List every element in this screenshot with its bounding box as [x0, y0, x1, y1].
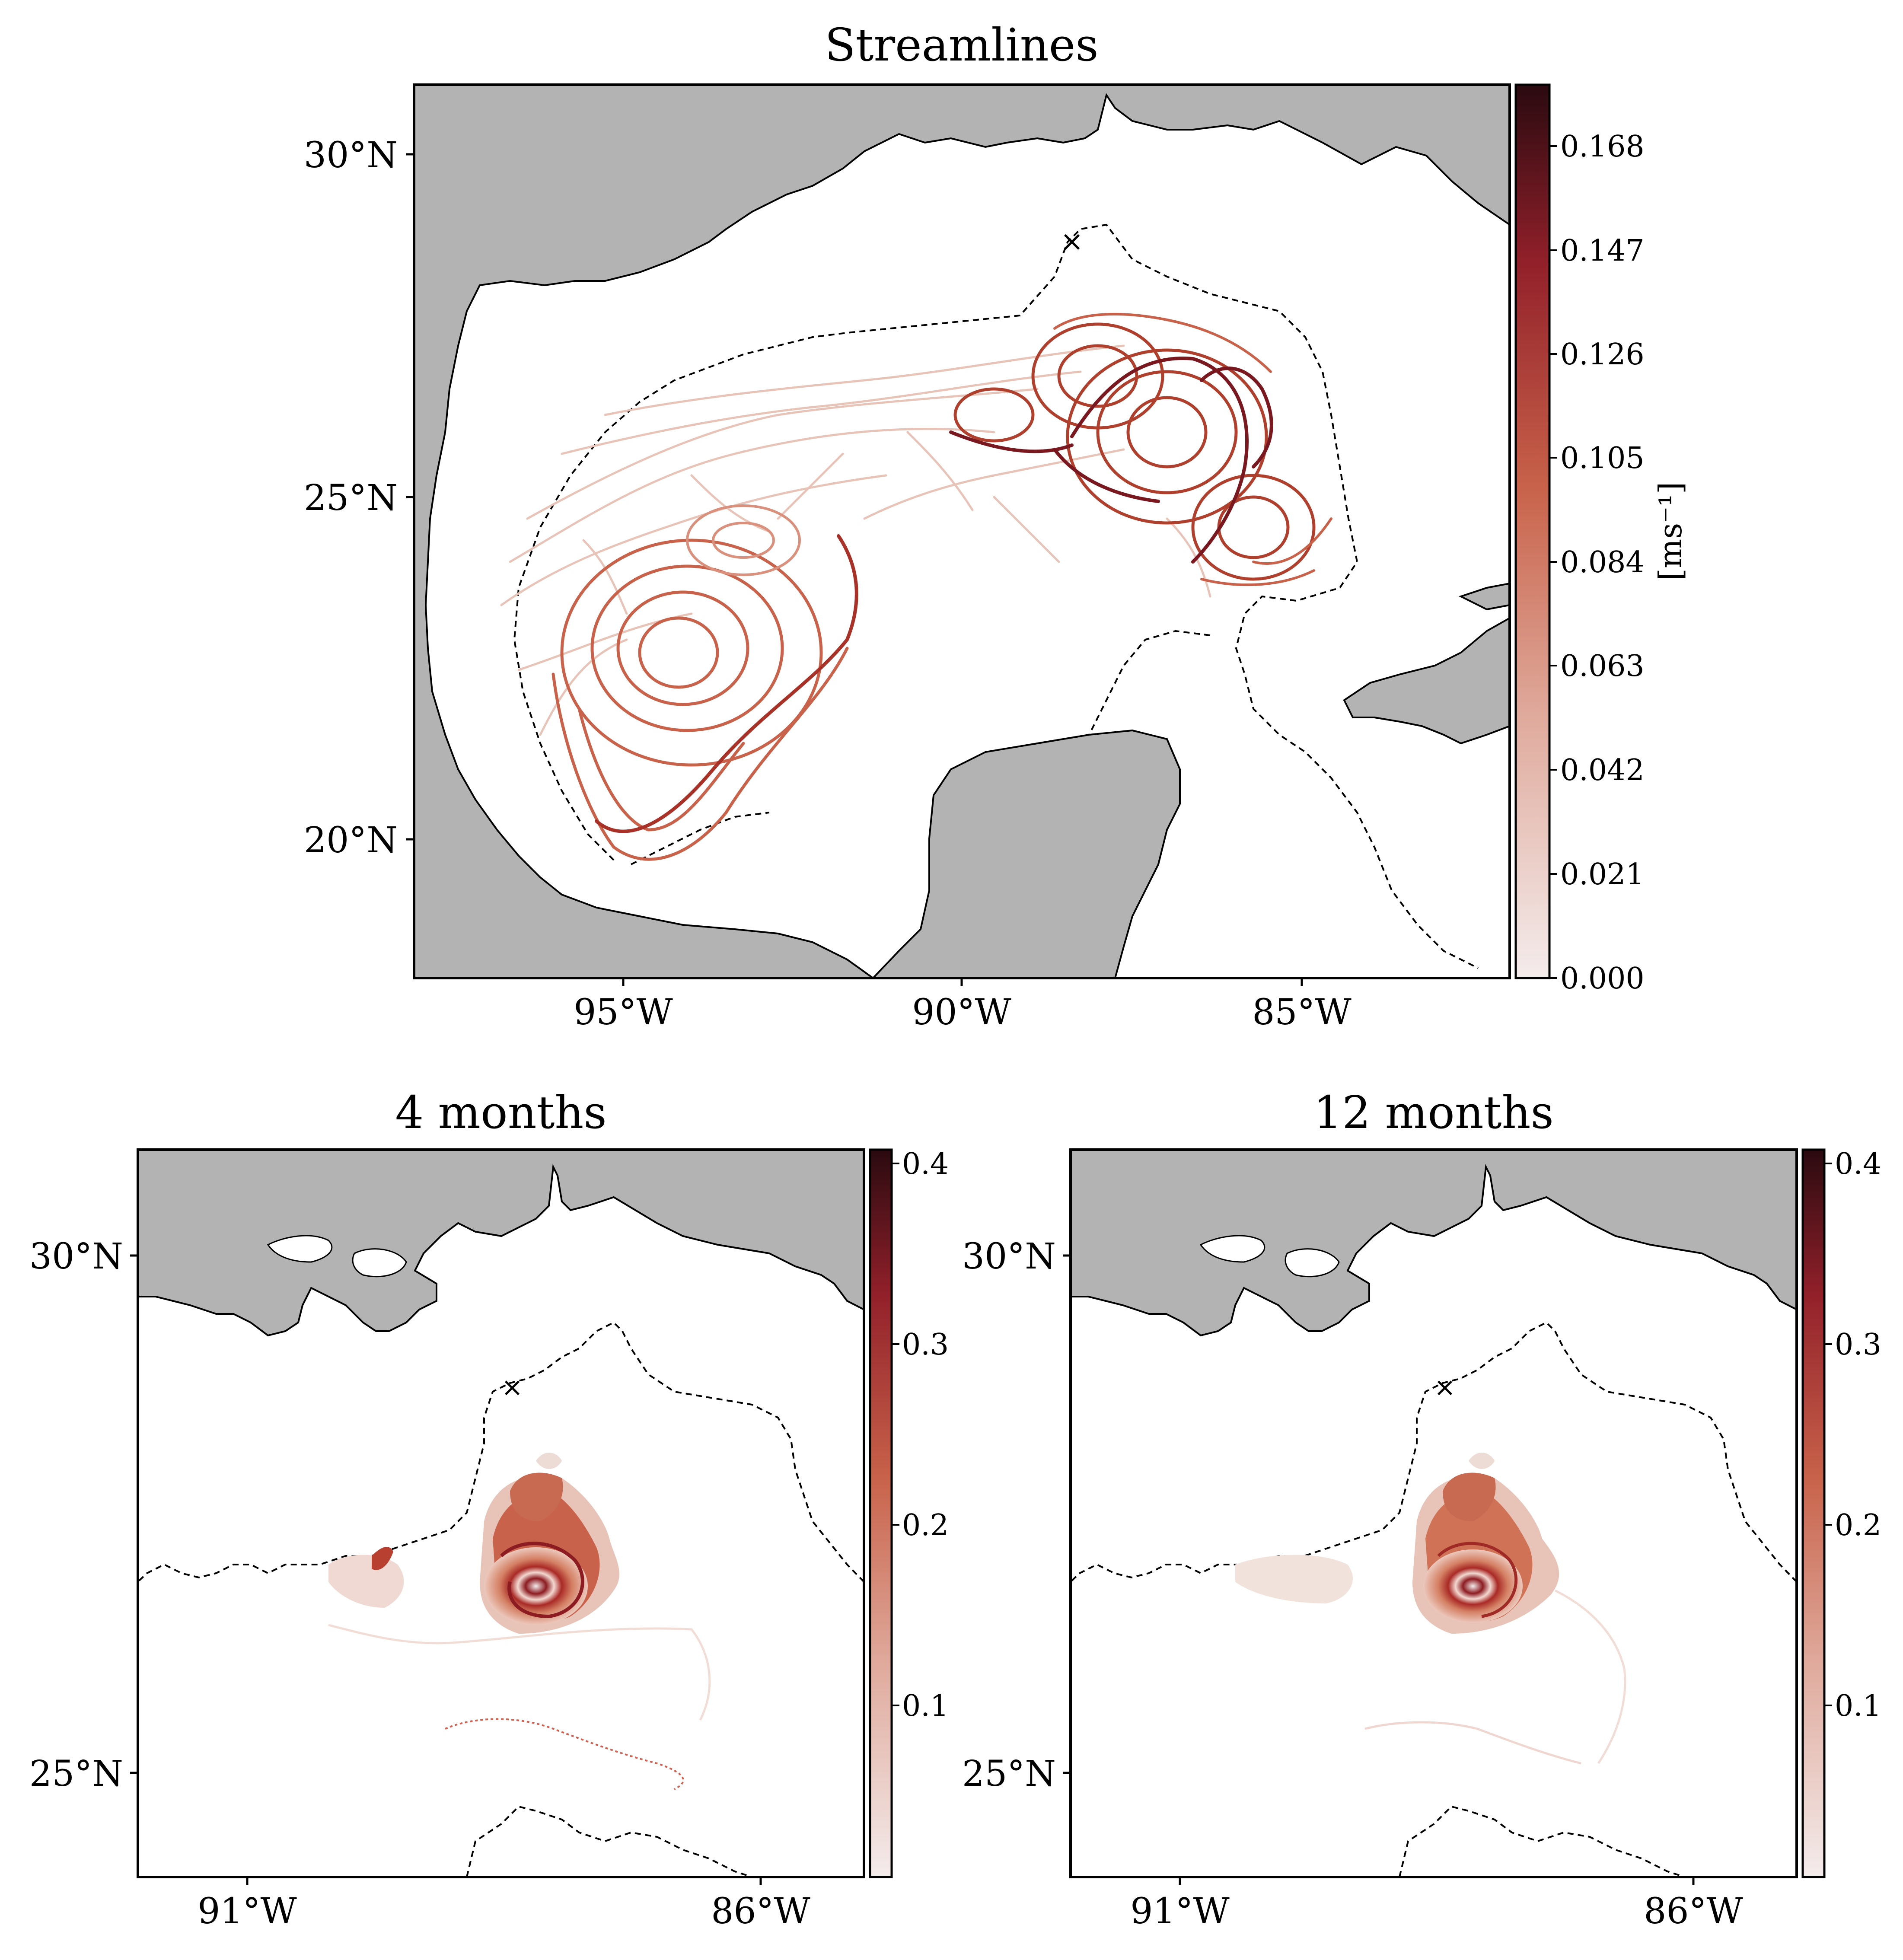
map-area: ×	[414, 85, 1510, 978]
colorbar-tick-label: 0.000	[1560, 962, 1645, 996]
colorbar-tick-label: 0.084	[1560, 545, 1645, 580]
origin-marker: ×	[1434, 1372, 1456, 1402]
land-gulf-coast	[138, 1150, 864, 1337]
tracer-patch	[328, 1453, 711, 1790]
land-north-america	[414, 85, 1510, 978]
colorbar-tick-label: 0.126	[1560, 338, 1645, 372]
panel-title: 4 months	[395, 1086, 607, 1139]
tracer-patch	[1235, 1453, 1626, 1765]
y-tick-label: 30°N	[962, 1236, 1056, 1277]
y-tick-label: 30°N	[29, 1236, 123, 1277]
colorbar: 0.4 0.3 0.2 0.1	[1801, 1147, 1881, 1878]
land-yucatan	[872, 729, 1181, 978]
map-frame	[137, 1148, 865, 1878]
origin-marker: ×	[1060, 226, 1084, 258]
colorbar-tick-label: 0.105	[1560, 441, 1645, 475]
x-tick-label: 91°W	[1130, 1891, 1230, 1932]
y-tick-label: 25°N	[962, 1753, 1056, 1794]
colorbar-tick-label: 0.2	[1835, 1508, 1881, 1543]
panel-title: 12 months	[1313, 1086, 1554, 1139]
x-tick-label: 95°W	[574, 992, 673, 1033]
y-tick-label: 25°N	[304, 478, 398, 519]
colorbar-tick-label: 0.147	[1560, 234, 1645, 268]
x-tick-label: 85°W	[1252, 992, 1352, 1033]
land-cuba	[1343, 617, 1510, 745]
land-gulf-coast	[1071, 1150, 1797, 1337]
colorbar-tick-label: 0.4	[902, 1147, 949, 1181]
colorbar-tick-label: 0.1	[902, 1689, 949, 1723]
colorbar-label: [ms⁻¹]	[1652, 482, 1689, 580]
land-florida-keys	[1458, 582, 1510, 611]
shelf-contour	[513, 223, 1479, 969]
colorbar: 0.168 0.147 0.126 0.105 0.084 0.063 0.04…	[1514, 83, 1689, 996]
colorbar-tick-label: 0.3	[1835, 1328, 1881, 1362]
x-tick-label: 86°W	[711, 1891, 810, 1932]
map-frame	[1069, 1148, 1798, 1878]
panel-4-months: 4 months ×	[29, 1086, 949, 1932]
panel-streamlines: Streamlines	[304, 19, 1689, 1033]
map-area: ×	[1071, 1150, 1797, 1877]
streamlines	[500, 312, 1332, 861]
colorbar-tick-label: 0.4	[1835, 1147, 1881, 1181]
shelf-contour	[138, 1321, 864, 1877]
y-tick-label: 20°N	[304, 820, 398, 861]
panel-12-months: 12 months ×	[962, 1086, 1881, 1932]
origin-marker: ×	[501, 1372, 523, 1402]
y-tick-label: 30°N	[304, 135, 398, 176]
y-tick-label: 25°N	[29, 1753, 123, 1794]
x-tick-label: 91°W	[198, 1891, 297, 1932]
colorbar: 0.4 0.3 0.2 0.1	[869, 1147, 949, 1878]
shelf-contour	[1071, 1321, 1797, 1877]
colorbar-tick-label: 0.063	[1560, 649, 1645, 683]
x-tick-label: 90°W	[912, 992, 1011, 1033]
x-tick-label: 86°W	[1644, 1891, 1743, 1932]
panel-title: Streamlines	[825, 19, 1098, 71]
colorbar-tick-label: 0.2	[902, 1508, 949, 1543]
colorbar-tick-label: 0.021	[1560, 857, 1645, 892]
colorbar-tick-label: 0.1	[1835, 1689, 1881, 1723]
colorbar-tick-label: 0.042	[1560, 753, 1645, 787]
map-area: ×	[138, 1150, 864, 1877]
colorbar-tick-label: 0.168	[1560, 130, 1645, 164]
colorbar-tick-label: 0.3	[902, 1328, 949, 1362]
